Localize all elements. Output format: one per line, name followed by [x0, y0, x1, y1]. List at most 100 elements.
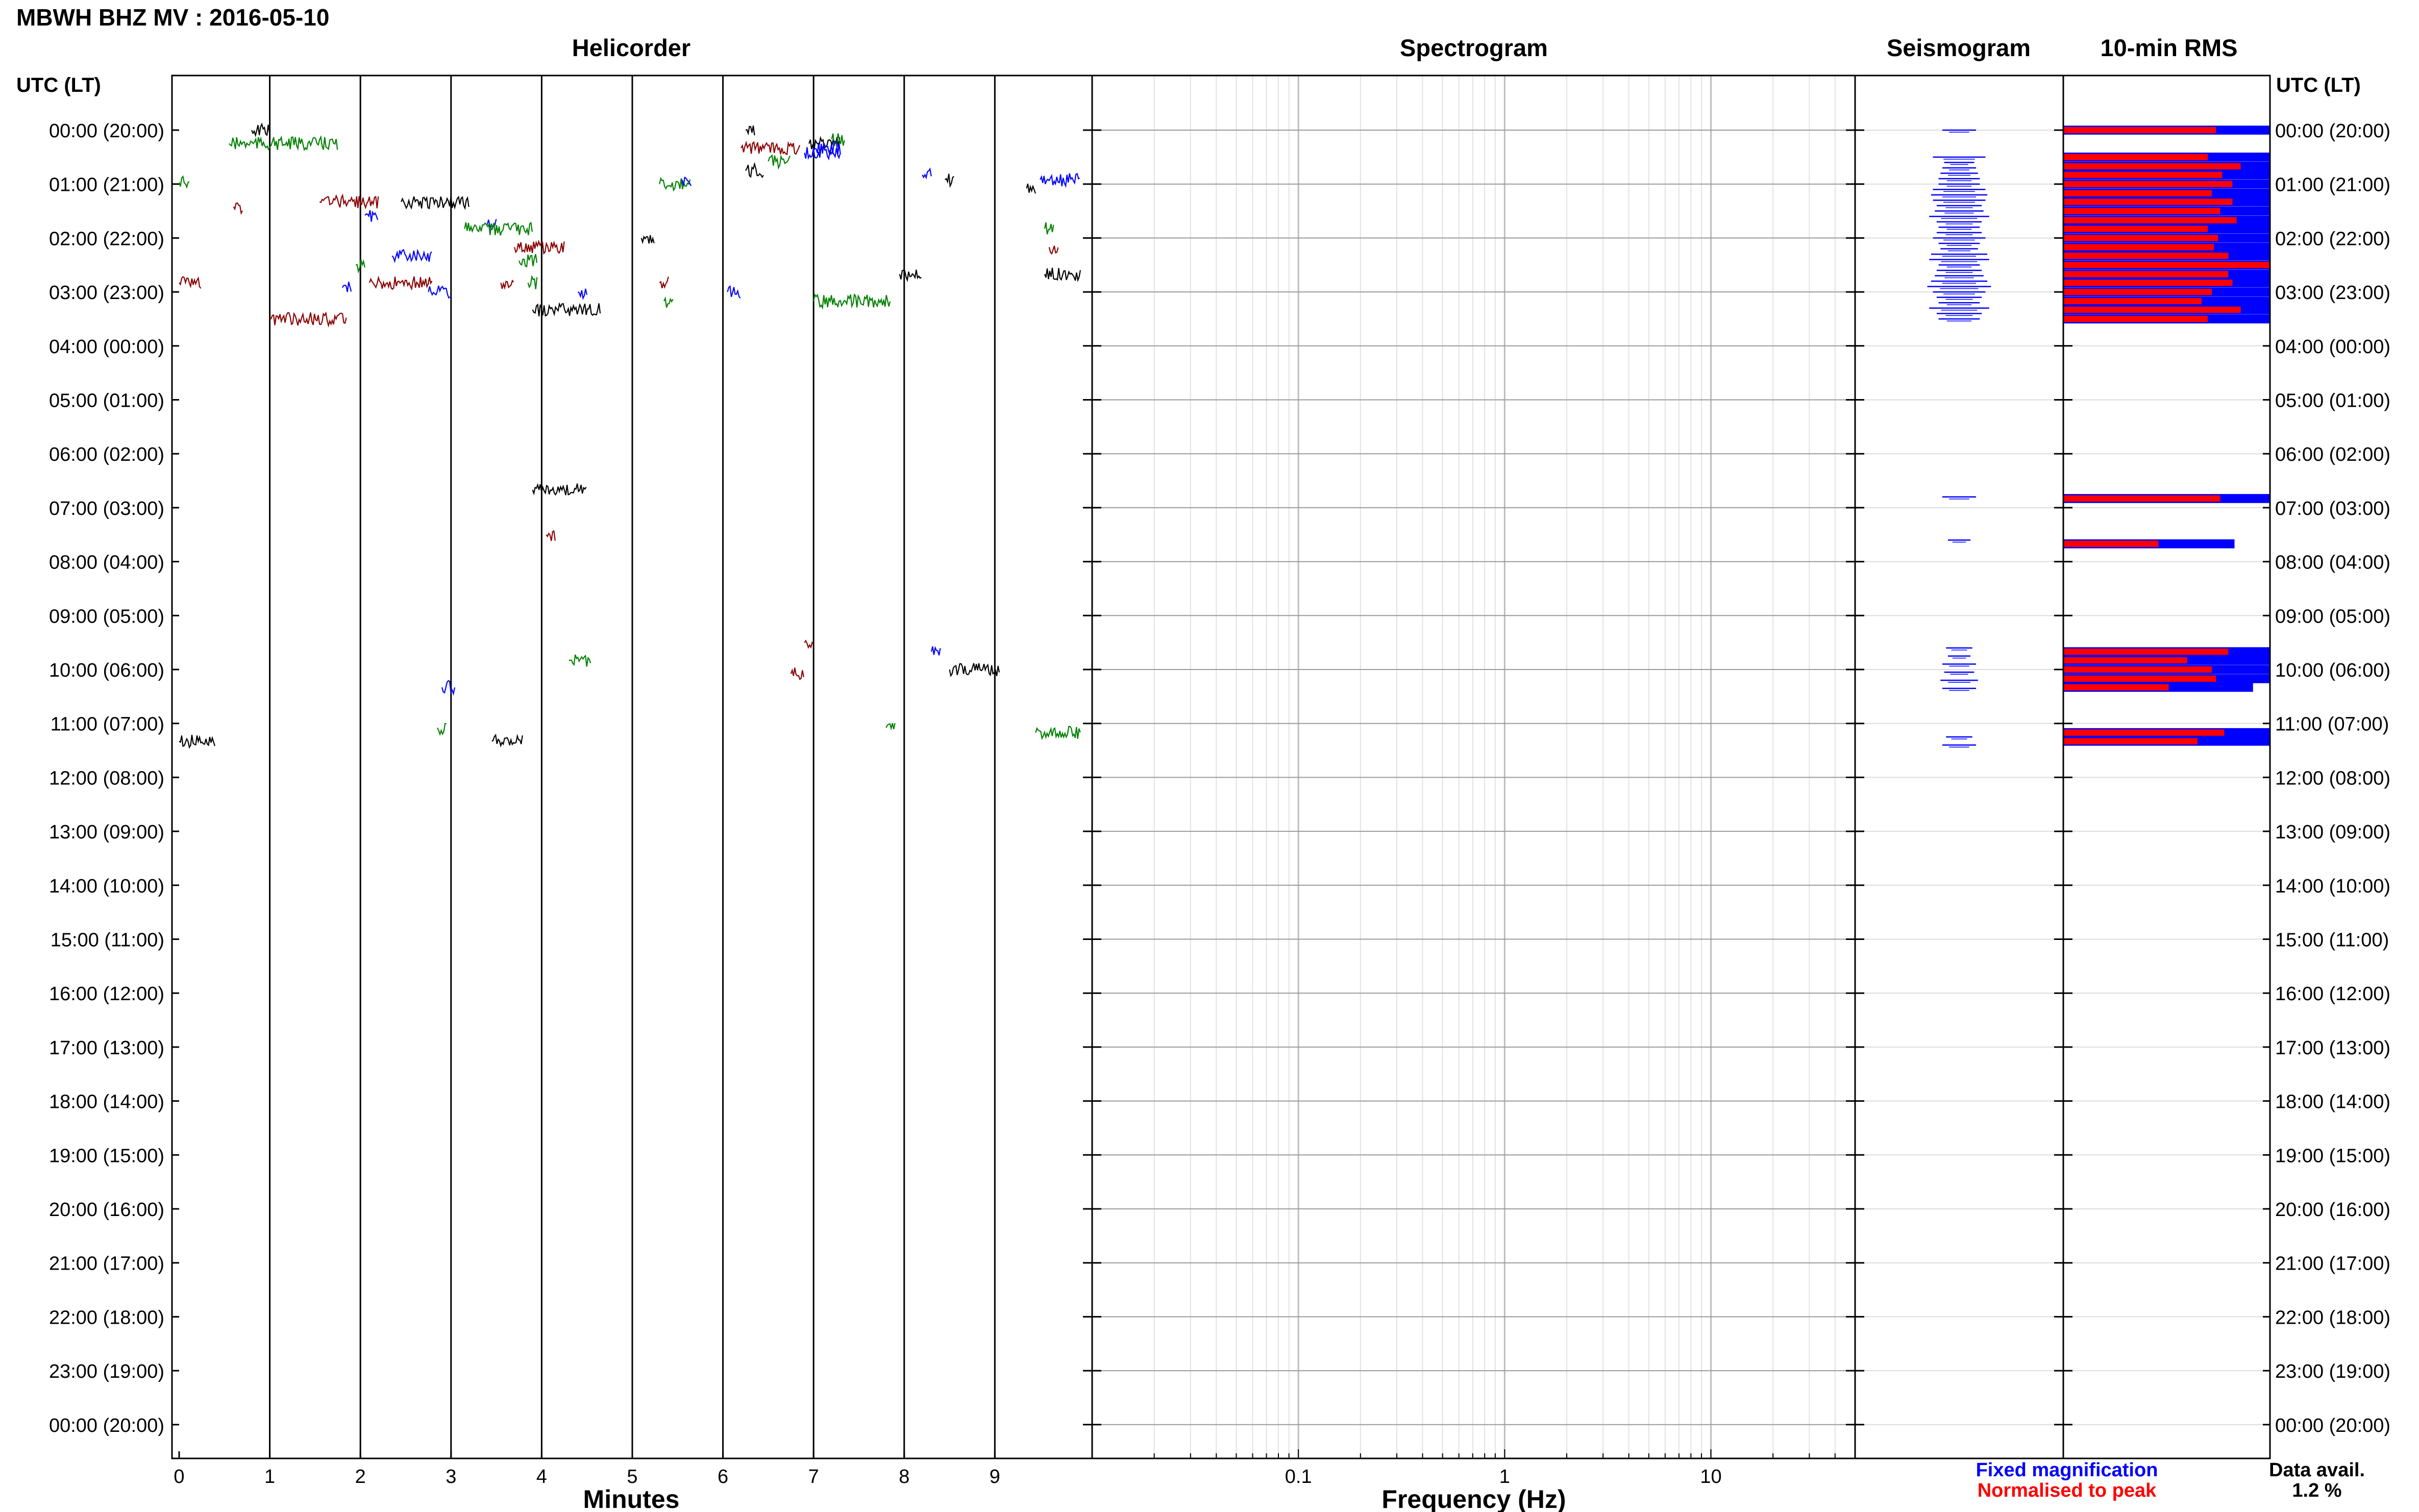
minute-tick-label: 2	[355, 1466, 366, 1488]
row-label-left: 18:00 (14:00)	[49, 1092, 164, 1113]
helicorder-segment	[341, 282, 352, 292]
frequency-tick-label: 10	[1700, 1466, 1721, 1488]
helicorder-segment	[532, 483, 587, 496]
rms-normalised-bar	[2064, 226, 2208, 232]
row-label-left: 07:00 (03:00)	[49, 498, 164, 519]
helicorder-segment	[491, 733, 523, 748]
helicorder-segment	[179, 276, 202, 289]
row-label-right: 05:00 (01:00)	[2275, 390, 2390, 412]
minute-tick-label: 5	[627, 1466, 637, 1488]
rms-normalised-bar	[2064, 253, 2229, 259]
row-label-right: 06:00 (02:00)	[2275, 444, 2390, 465]
row-label-right: 17:00 (13:00)	[2275, 1037, 2390, 1059]
row-label-left: 15:00 (11:00)	[51, 930, 164, 951]
panel-frame	[2062, 75, 2271, 1459]
row-label-left: 20:00 (16:00)	[49, 1199, 164, 1221]
row-label-right: 02:00 (22:00)	[2275, 228, 2390, 250]
helicorder-segment	[804, 639, 814, 649]
rms-normalised-bar	[2064, 235, 2218, 241]
rms-normalised-bar	[2064, 208, 2220, 214]
row-label-left: 23:00 (19:00)	[49, 1361, 164, 1382]
row-label-left: 17:00 (13:00)	[49, 1037, 164, 1059]
figure-title: MBWH BHZ MV : 2016-05-10	[16, 4, 329, 31]
helicorder-segment	[745, 126, 755, 136]
rms-normalised-bar	[2064, 217, 2237, 224]
helicorder-traces	[178, 122, 1081, 749]
rms-normalised-bar	[2064, 738, 2198, 745]
helicorder-segment	[518, 254, 538, 268]
helicorder-segment	[391, 249, 432, 263]
helicorder-segment	[813, 141, 841, 156]
row-label-right: 19:00 (15:00)	[2275, 1145, 2390, 1167]
row-label-right: 13:00 (09:00)	[2275, 822, 2390, 843]
helicorder-title: Helicorder	[572, 34, 690, 61]
helicorder-segment	[401, 195, 470, 210]
row-label-right: 08:00 (04:00)	[2275, 552, 2390, 574]
row-label-left: 03:00 (23:00)	[49, 282, 164, 304]
rms-normalised-bar	[2064, 540, 2159, 547]
panel-frame	[1091, 75, 1856, 1459]
rms-normalised-bar	[2064, 684, 2169, 691]
spectrogram-xlabel: Frequency (Hz)	[1381, 1485, 1566, 1512]
helicorder-segment	[949, 663, 1000, 678]
minute-tick-label: 8	[899, 1466, 909, 1488]
helicorder-segment	[464, 221, 533, 236]
legend-fixed-magnification: Fixed magnification	[1976, 1459, 2158, 1481]
utc-axis-label-right: UTC (LT)	[2276, 74, 2361, 96]
helicorder-segment	[922, 167, 932, 180]
helicorder-segment	[179, 734, 216, 749]
minute-tick-label: 1	[264, 1466, 275, 1488]
row-label-right: 11:00 (07:00)	[2275, 714, 2389, 735]
utc-axis-label-left: UTC (LT)	[16, 74, 101, 96]
helicorder-segment	[1044, 222, 1054, 235]
rms-normalised-bar	[2064, 171, 2223, 178]
minute-tick-label: 9	[990, 1466, 1000, 1488]
helicorder-segment	[768, 154, 791, 170]
helicorder-segment	[659, 276, 669, 289]
helicorder-segment	[269, 311, 347, 328]
helicorder-segment	[944, 173, 954, 188]
rms-normalised-bar	[2064, 666, 2212, 673]
data-availability-value: 1.2 %	[2292, 1480, 2341, 1501]
helicorder-segment	[441, 680, 456, 696]
rms-normalised-bar	[2064, 648, 2229, 655]
row-label-right: 09:00 (05:00)	[2275, 606, 2390, 627]
rms-normalised-bar	[2064, 199, 2233, 205]
row-label-right: 00:00 (20:00)	[2275, 120, 2390, 142]
row-label-right: 14:00 (10:00)	[2275, 876, 2390, 897]
row-label-left: 16:00 (12:00)	[49, 983, 164, 1005]
row-label-right: 18:00 (14:00)	[2275, 1092, 2390, 1113]
row-label-left: 12:00 (08:00)	[49, 767, 164, 789]
frequency-tick-label: 0.1	[1285, 1466, 1312, 1488]
rms-normalised-bar	[2064, 262, 2269, 268]
helicorder-segment	[364, 210, 379, 222]
helicorder-segment	[319, 193, 379, 210]
row-label-left: 13:00 (09:00)	[49, 822, 164, 843]
minute-tick-label: 6	[718, 1466, 728, 1488]
minute-tick-label: 7	[808, 1466, 819, 1488]
helicorder-segment	[885, 723, 896, 731]
helicorder-xlabel: Minutes	[583, 1485, 680, 1512]
row-label-right: 16:00 (12:00)	[2275, 983, 2390, 1005]
spectrogram-title: Spectrogram	[1400, 34, 1548, 61]
row-label-right: 01:00 (21:00)	[2275, 175, 2390, 196]
helicorder-segment	[178, 175, 190, 189]
frequency-tick-label: 1	[1499, 1466, 1510, 1488]
minute-tick-label: 4	[536, 1466, 547, 1488]
row-label-right: 04:00 (00:00)	[2275, 336, 2390, 358]
rms-normalised-bar	[2064, 154, 2208, 161]
row-label-left: 00:00 (20:00)	[49, 120, 164, 142]
row-label-right: 00:00 (20:00)	[2275, 1415, 2390, 1436]
axis-labels: 0 1 2 3 4 5 6 7 8 9 0.1 1 10 00:00 (20:00) 00:00 (20:0…	[49, 120, 2390, 1488]
helicorder-segment	[813, 293, 891, 310]
rms-normalised-bar	[2064, 163, 2241, 169]
helicorder-segment	[569, 654, 591, 667]
row-label-left: 08:00 (04:00)	[49, 552, 164, 574]
rms-normalised-bar	[2064, 675, 2216, 682]
row-label-right: 23:00 (19:00)	[2275, 1361, 2390, 1382]
data-availability-label: Data avail.	[2269, 1459, 2365, 1481]
row-label-left: 10:00 (06:00)	[49, 660, 164, 681]
row-label-left: 21:00 (17:00)	[49, 1253, 164, 1275]
seismogram-traces	[1927, 129, 1991, 748]
